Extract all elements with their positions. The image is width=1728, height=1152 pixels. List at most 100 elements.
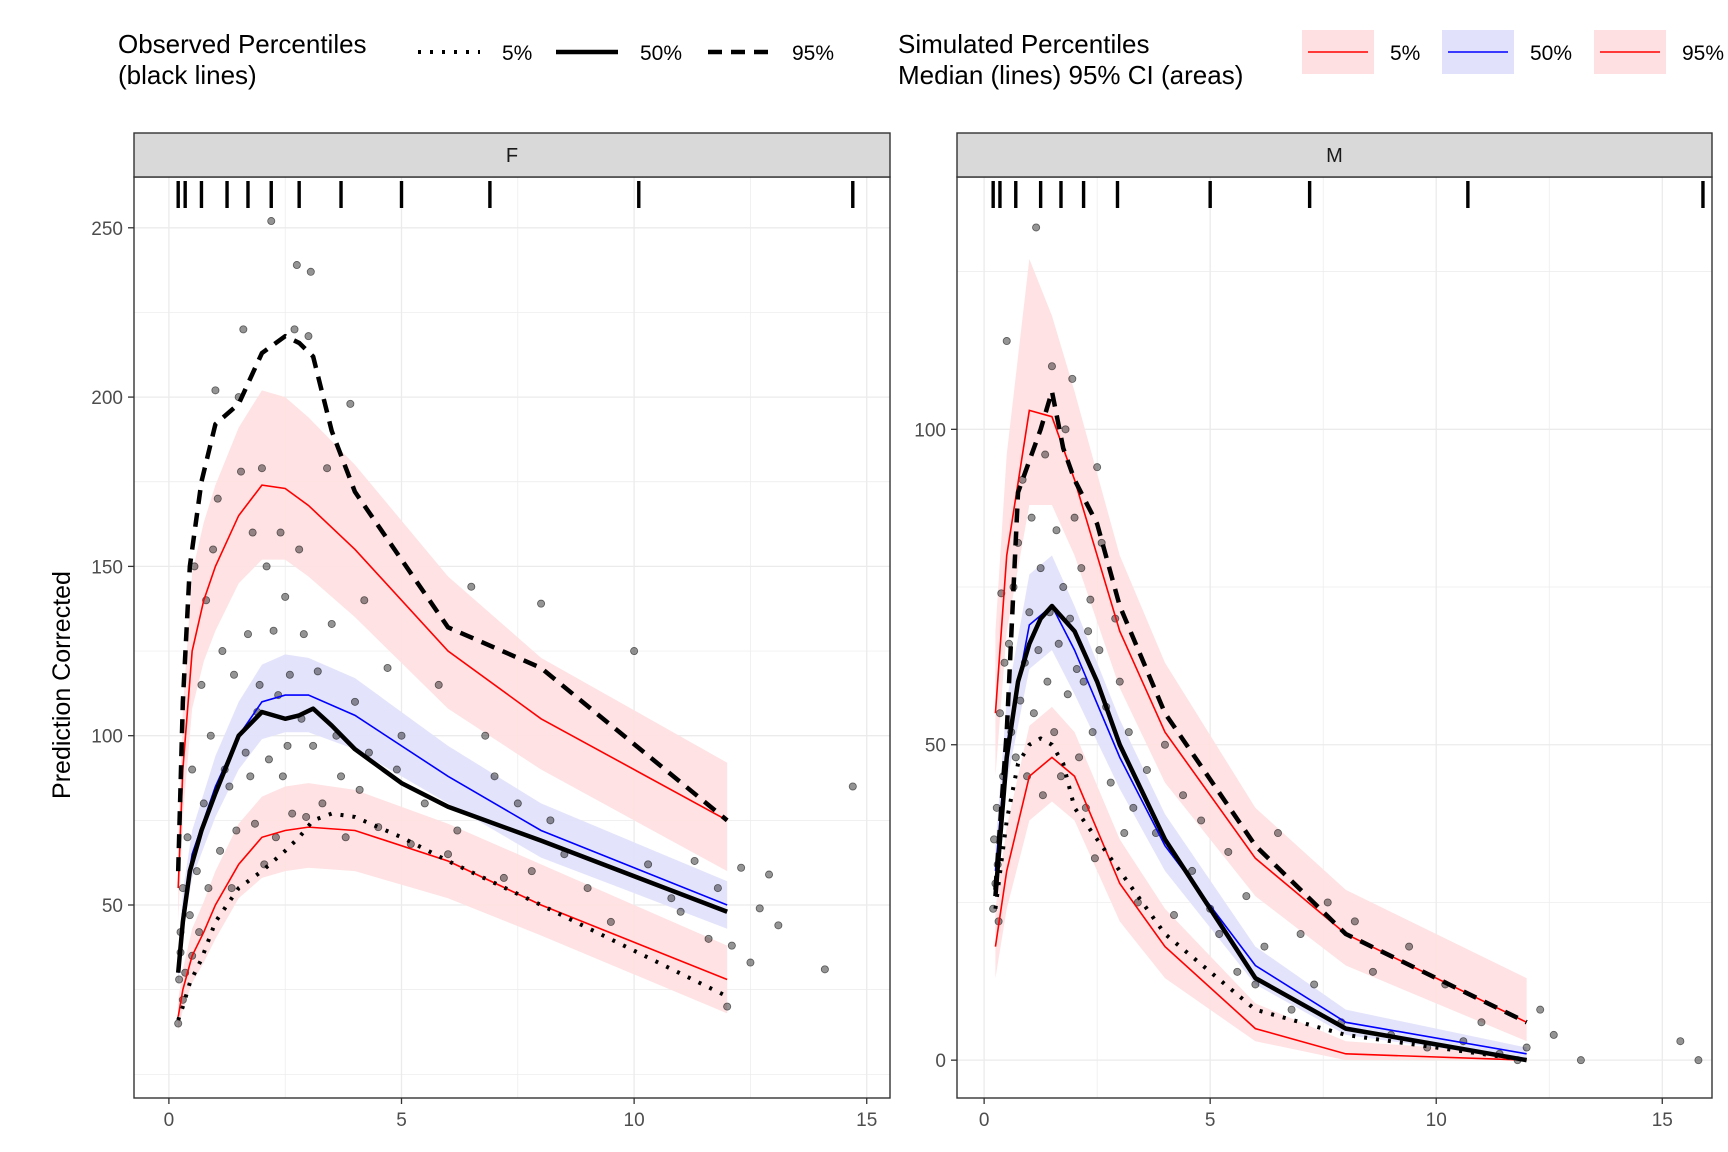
observation-point <box>355 785 364 794</box>
x-tick-label: 10 <box>1426 1110 1447 1131</box>
observation-point <box>481 731 490 740</box>
observation-point <box>1576 1056 1585 1065</box>
observation-point <box>292 261 301 270</box>
observation-point <box>583 884 592 893</box>
observation-point <box>304 332 313 341</box>
observation-point <box>453 826 462 835</box>
observation-point <box>299 630 308 639</box>
sim-p50-ci-band <box>995 555 1527 1061</box>
observation-point <box>513 799 522 808</box>
observation-point <box>230 670 239 679</box>
observation-point <box>269 626 278 635</box>
observation-point <box>225 782 234 791</box>
observation-point <box>1477 1018 1486 1027</box>
y-tick-label: 200 <box>91 388 123 409</box>
observation-point <box>755 904 764 913</box>
observation-point <box>209 545 218 554</box>
observation-point <box>676 907 685 916</box>
observation-point <box>420 799 429 808</box>
sim-p05-ci-band <box>995 706 1527 1061</box>
observation-point <box>1405 942 1414 951</box>
legend-simulated-title-line2: Median (lines) 95% CI (areas) <box>898 60 1243 90</box>
observation-point <box>313 667 322 676</box>
observation-point <box>206 731 215 740</box>
observation-point <box>218 647 227 656</box>
observation-point <box>765 870 774 879</box>
legend-observed: Observed Percentiles (black lines) 5% 50… <box>118 29 834 90</box>
observation-point <box>246 772 255 781</box>
observation-point <box>1115 677 1124 686</box>
observation-point <box>723 1002 732 1011</box>
observation-point <box>1310 980 1319 989</box>
observation-point <box>1070 513 1079 522</box>
x-axis: 0 5 10 15 <box>979 1098 1673 1131</box>
sim-p95-ci-band <box>995 259 1527 1042</box>
observation-point <box>1296 929 1305 938</box>
observation-point <box>1032 223 1041 232</box>
observation-point <box>499 873 508 882</box>
x-tick-label: 0 <box>164 1110 175 1131</box>
observation-point <box>216 846 225 855</box>
x-tick-label: 15 <box>856 1110 877 1131</box>
observation-point <box>283 741 292 750</box>
observation-point <box>1025 608 1034 617</box>
observed-p50-line <box>993 603 1528 1063</box>
observation-point <box>192 867 201 876</box>
observation-point <box>1224 847 1233 856</box>
observation-point <box>527 867 536 876</box>
observation-point <box>1170 911 1179 920</box>
panel-m: M 0 5 10 15 0 50 100 <box>914 132 1713 1131</box>
observation-point <box>713 884 722 893</box>
observation-point <box>727 941 736 950</box>
y-tick-label: 100 <box>914 420 946 441</box>
observed-p50-line <box>175 706 728 973</box>
y-axis-title: Prediction Corrected <box>48 571 76 799</box>
observation-point <box>288 809 297 818</box>
observation-point <box>1350 917 1359 926</box>
facet-strip <box>956 132 1713 178</box>
observation-point <box>306 267 315 276</box>
observation-point <box>1188 866 1197 875</box>
observation-point <box>1368 967 1377 976</box>
y-tick-label: 100 <box>91 727 123 748</box>
observation-point <box>255 680 264 689</box>
x-tick-label: 5 <box>1205 1110 1216 1131</box>
legend-simulated-title-line1: Simulated Percentiles <box>898 29 1149 59</box>
observation-point <box>383 663 392 672</box>
observation-point <box>1124 728 1133 737</box>
observation-point <box>1036 564 1045 573</box>
observation-point <box>327 619 336 628</box>
x-tick-label: 0 <box>979 1110 990 1131</box>
observed-p95-line <box>175 333 729 872</box>
observation-point <box>1106 778 1115 787</box>
observation-point <box>211 386 220 395</box>
observation-point <box>281 592 290 601</box>
observation-point <box>1215 929 1224 938</box>
sim-p05-median-line <box>177 826 728 1017</box>
observation-point <box>174 1019 183 1028</box>
observation-point <box>1072 665 1081 674</box>
observation-point <box>241 748 250 757</box>
observation-point <box>1273 829 1282 838</box>
observation-point <box>267 217 276 226</box>
observation-point <box>1034 646 1043 655</box>
observation-point <box>285 670 294 679</box>
legend-observed-title-line2: (black lines) <box>118 60 257 90</box>
facet-strip <box>133 132 891 178</box>
observation-point <box>237 467 246 476</box>
x-tick-label: 15 <box>1652 1110 1673 1131</box>
observation-point <box>350 697 359 706</box>
observation-point <box>1287 1005 1296 1014</box>
y-tick-label: 150 <box>91 557 123 578</box>
observation-point <box>199 799 208 808</box>
legend-observed-key-p95: 95% <box>792 42 834 65</box>
y-axis: 50 100 150 200 250 <box>91 219 134 917</box>
observation-point <box>1142 765 1151 774</box>
observation-point <box>490 772 499 781</box>
observation-point <box>1179 791 1188 800</box>
observation-point <box>364 748 373 757</box>
sim-p05-ci-band <box>178 783 728 1031</box>
observation-point <box>195 928 204 937</box>
sim-p95-median-line <box>994 409 1527 1024</box>
observation-point <box>248 528 257 537</box>
